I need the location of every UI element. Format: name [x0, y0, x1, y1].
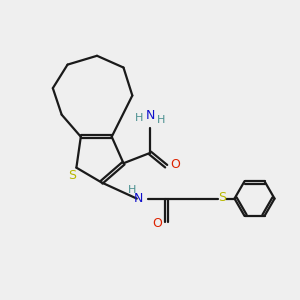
- Text: N: N: [146, 109, 155, 122]
- Text: H: H: [128, 185, 136, 195]
- Text: H: H: [135, 113, 143, 124]
- Text: O: O: [170, 158, 180, 171]
- Text: S: S: [68, 169, 76, 182]
- Text: O: O: [152, 217, 162, 230]
- Text: S: S: [218, 190, 226, 204]
- Text: N: N: [134, 192, 143, 205]
- Text: H: H: [157, 115, 165, 125]
